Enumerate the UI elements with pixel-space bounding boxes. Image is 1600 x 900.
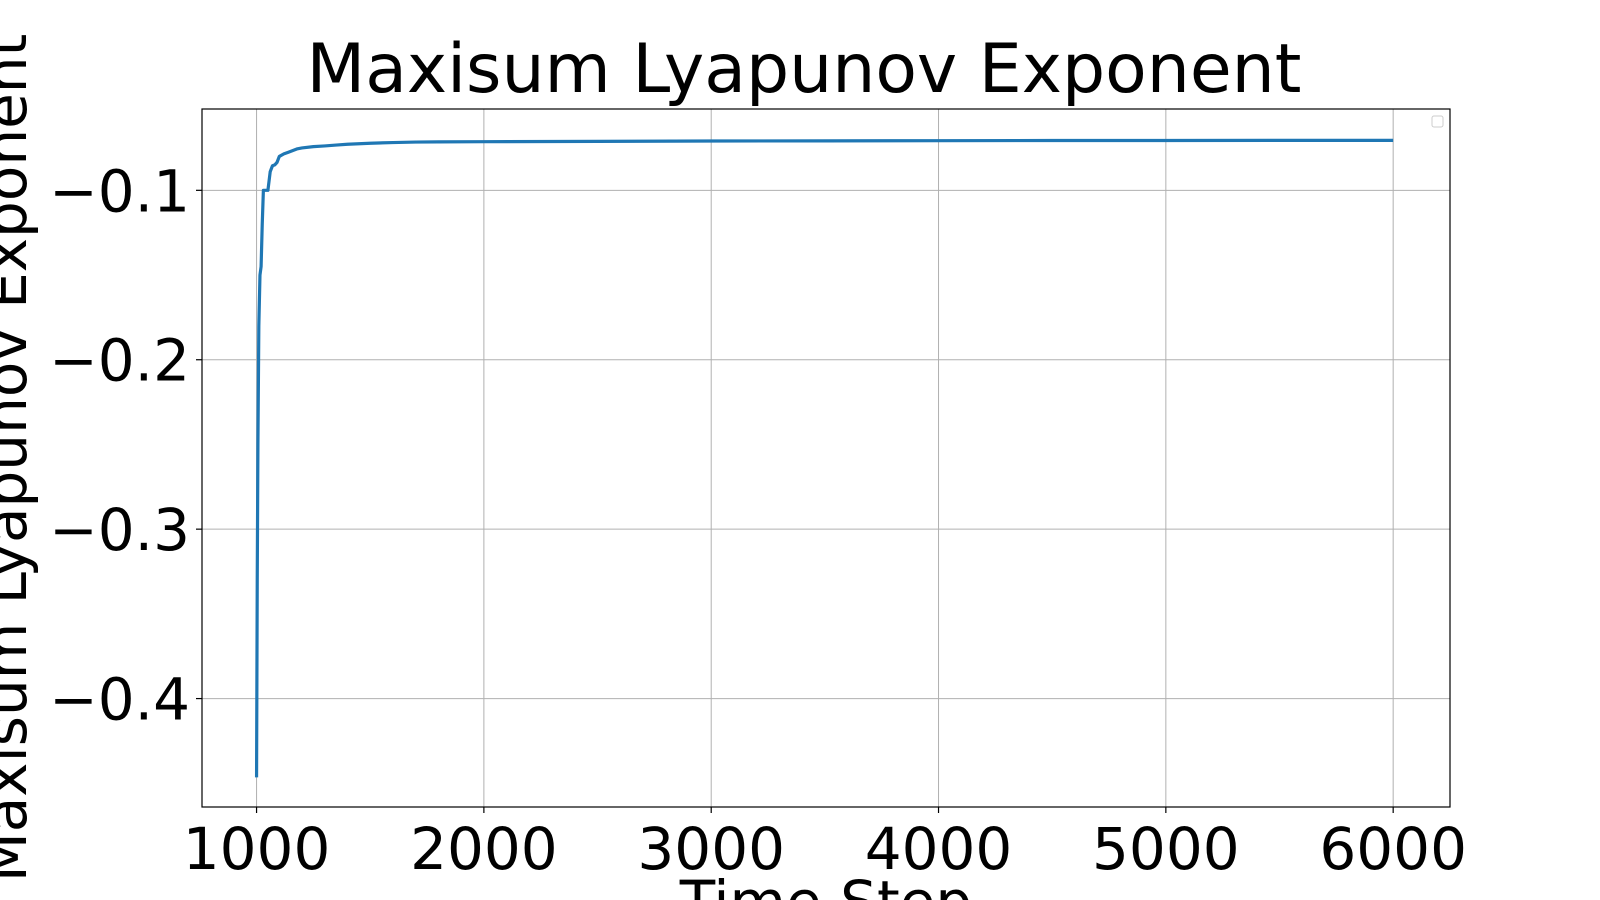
- series-line: [254, 138, 1394, 778]
- y-axis-ticks: −0.1 −0.2 −0.3 −0.4: [49, 157, 202, 734]
- chart-title: Maxisum Lyapunov Exponent: [307, 30, 1302, 109]
- x-tick-label: 2000: [410, 815, 558, 883]
- legend-box: [1431, 115, 1444, 128]
- y-tick-label: −0.1: [49, 157, 190, 225]
- plot-area-frame: [201, 108, 1451, 808]
- x-tick-label: 3000: [637, 815, 785, 883]
- x-axis-ticks: 1000 2000 3000 4000 5000 6000: [183, 807, 1467, 883]
- y-tick-label: −0.3: [49, 496, 190, 564]
- series-layer: [254, 138, 1394, 778]
- x-tick-label: 1000: [183, 815, 331, 883]
- y-tick-label: −0.4: [49, 666, 190, 734]
- x-axis-label: Time Step: [679, 868, 972, 900]
- grid-lines: [202, 109, 1450, 807]
- x-tick-label: 4000: [865, 815, 1013, 883]
- y-tick-label: −0.2: [49, 327, 190, 395]
- y-axis-label: Maxisum Lyapunov Exponent: [0, 34, 40, 883]
- x-tick-label: 6000: [1319, 815, 1467, 883]
- x-tick-label: 5000: [1092, 815, 1240, 883]
